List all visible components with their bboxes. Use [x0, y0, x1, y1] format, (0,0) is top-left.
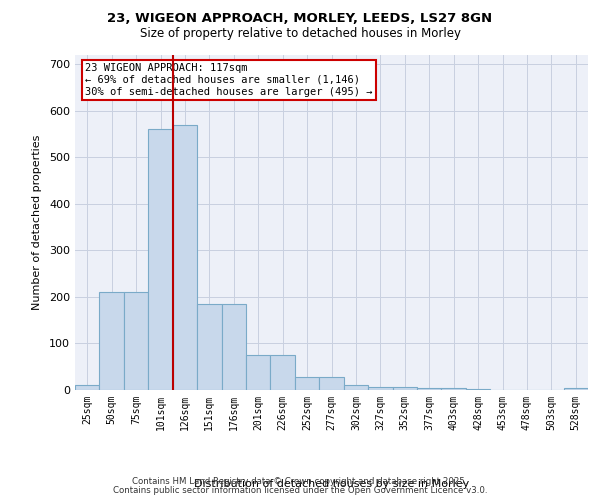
Text: Size of property relative to detached houses in Morley: Size of property relative to detached ho… [139, 28, 461, 40]
Bar [148, 130, 173, 390]
X-axis label: Distribution of detached houses by size in Morley: Distribution of detached houses by size … [194, 478, 469, 488]
Bar [75, 386, 100, 390]
Bar [563, 388, 588, 390]
Text: Contains HM Land Registry data © Crown copyright and database right 2025.: Contains HM Land Registry data © Crown c… [132, 477, 468, 486]
Bar [392, 386, 417, 390]
Bar [271, 355, 295, 390]
Bar [319, 378, 344, 390]
Bar [246, 355, 271, 390]
Text: 23 WIGEON APPROACH: 117sqm
← 69% of detached houses are smaller (1,146)
30% of s: 23 WIGEON APPROACH: 117sqm ← 69% of deta… [85, 64, 373, 96]
Bar [124, 292, 148, 390]
Bar [100, 292, 124, 390]
Bar [295, 378, 319, 390]
Bar [368, 386, 392, 390]
Bar [197, 304, 221, 390]
Text: 23, WIGEON APPROACH, MORLEY, LEEDS, LS27 8GN: 23, WIGEON APPROACH, MORLEY, LEEDS, LS27… [107, 12, 493, 26]
Bar [417, 388, 442, 390]
Bar [344, 386, 368, 390]
Y-axis label: Number of detached properties: Number of detached properties [32, 135, 42, 310]
Bar [442, 388, 466, 390]
Bar [466, 388, 490, 390]
Bar [221, 304, 246, 390]
Text: Contains public sector information licensed under the Open Government Licence v3: Contains public sector information licen… [113, 486, 487, 495]
Bar [173, 125, 197, 390]
